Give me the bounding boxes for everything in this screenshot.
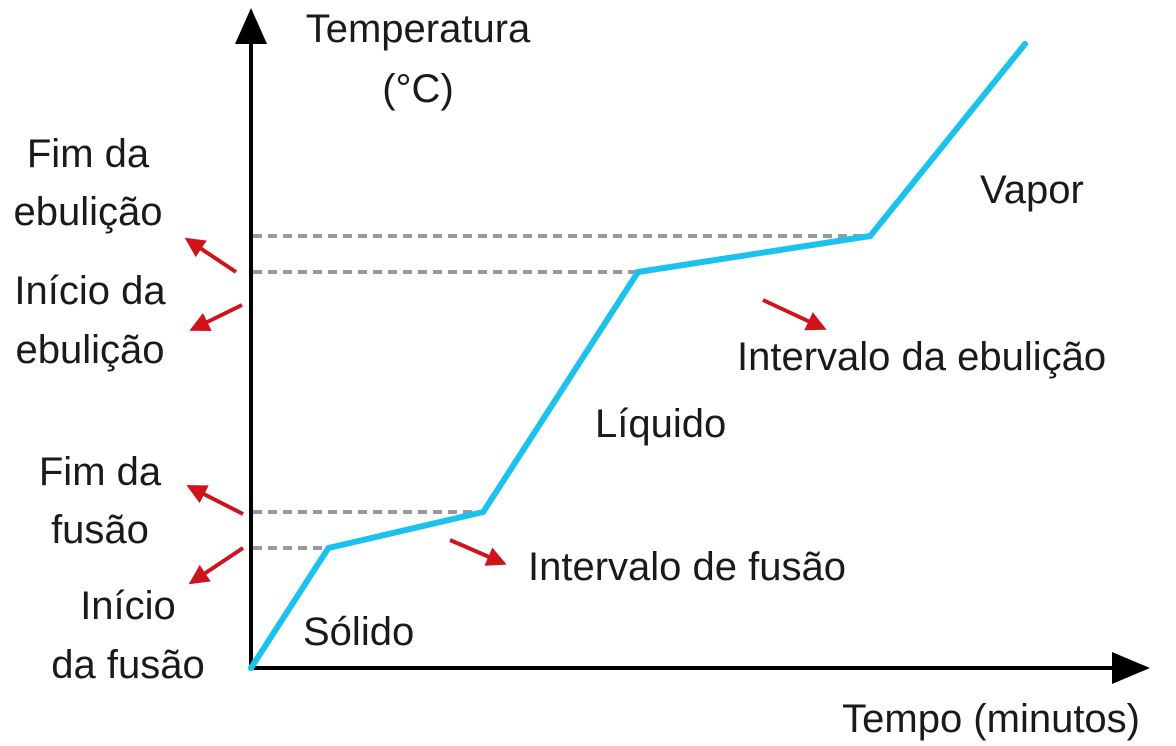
level-label-end-boiling-line1: Fim da [27, 132, 150, 176]
interval-fusion-arrow [449, 538, 507, 566]
curve-points [248, 41, 1028, 671]
phase-label-liquid: Líquido [595, 402, 726, 446]
phase-label-solid: Sólido [303, 610, 414, 654]
level-label-start-fusion-line2: da fusão [51, 643, 204, 687]
y-axis-arrow-icon [235, 8, 267, 44]
curve-point-2 [480, 509, 487, 515]
heating-curve-line [248, 41, 1028, 671]
phase-label-vapor: Vapor [980, 168, 1084, 212]
curve-point-3 [635, 269, 641, 275]
level-label-start-boiling-line1: Início da [14, 269, 166, 313]
level-arrow-start-boiling [189, 303, 243, 331]
level-arrow-end-fusion [186, 485, 244, 516]
level-label-end-fusion-line2: fusão [51, 508, 149, 552]
curve-point-1 [325, 545, 332, 551]
curve-point-4 [867, 233, 874, 239]
level-label-start-boiling-line2: ebulição [15, 328, 164, 372]
level-arrow-start-fusion [188, 546, 245, 585]
x-axis-label: Tempo (minutos) [842, 697, 1140, 741]
level-label-end-boiling-line2: ebulição [13, 190, 162, 234]
interval-fusion-label: Intervalo de fusão [528, 545, 846, 589]
x-axis-arrow-icon [1112, 652, 1150, 684]
level-label-end-fusion-line1: Fim da [39, 450, 162, 494]
axes [235, 8, 1150, 684]
interval-boiling-arrow [762, 298, 827, 331]
interval-boiling-label: Intervalo da ebulição [737, 335, 1106, 379]
curve-point-5 [1022, 41, 1028, 47]
y-axis-label-line1: Temperatura [306, 7, 531, 51]
guide-lines [253, 234, 871, 550]
level-arrow-end-boiling [184, 237, 238, 274]
curve-point-0 [248, 665, 254, 671]
y-axis-label-line2: (°C) [382, 67, 454, 111]
level-label-start-fusion-line1: Início [80, 584, 176, 628]
